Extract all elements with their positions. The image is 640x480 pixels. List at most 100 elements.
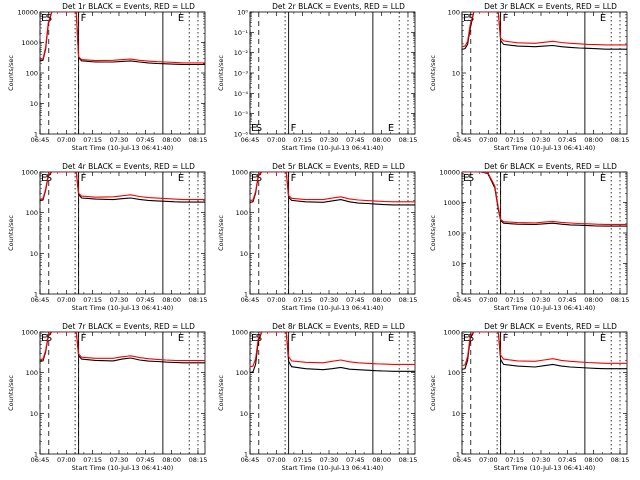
x-tick-label: 07:15	[83, 136, 102, 144]
x-tick-label: 07:00	[479, 456, 498, 464]
x-tick-label: 08:00	[162, 296, 181, 304]
marker-label-f: F	[291, 333, 297, 344]
plot-frame	[461, 11, 628, 135]
y-tick-label: 10	[30, 410, 38, 418]
marker-label-s: S	[46, 13, 52, 24]
x-tick-label: 08:15	[611, 456, 630, 464]
x-tick-label: 08:15	[189, 456, 208, 464]
x-tick-label: 07:15	[83, 296, 102, 304]
marker-label-e: E	[463, 13, 469, 24]
x-axis-label: Start Time (10-Jul-13 06:41:40)	[282, 304, 384, 312]
x-tick-label: 07:00	[479, 136, 498, 144]
marker-label-s: S	[46, 173, 52, 184]
detector-panel-1: Det 1r BLACK = Events, RED = LLD 1 10 100 10…	[7, 2, 207, 152]
x-tick-label: 06:45	[453, 456, 472, 464]
marker-label-e: E	[178, 333, 184, 344]
y-tick-label: 10	[30, 100, 38, 108]
detector-panel-7: Det 7r BLACK = Events, RED = LLD 1 10 100 10…	[7, 322, 207, 472]
y-tick-label: 10⁻³	[234, 70, 249, 78]
x-tick-label: 07:00	[57, 136, 76, 144]
x-tick-label: 07:45	[346, 136, 365, 144]
x-tick-label: 08:15	[611, 136, 630, 144]
y-tick-label: 100	[26, 369, 38, 377]
plot-frame	[249, 331, 416, 455]
x-tick-label: 07:15	[505, 296, 524, 304]
x-tick-label: 07:15	[293, 136, 312, 144]
panel-title: Det 3r BLACK = Events, RED = LLD	[484, 2, 617, 11]
plot-frame	[249, 171, 416, 295]
y-tick-label: 10⁻²	[234, 49, 249, 57]
y-tick-label: 10⁰	[237, 9, 248, 17]
panel-title: Det 7r BLACK = Events, RED = LLD	[62, 322, 195, 331]
panel-title: Det 8r BLACK = Events, RED = LLD	[272, 322, 405, 331]
series-line-lld	[462, 12, 627, 48]
marker-label-e: E	[463, 333, 469, 344]
x-tick-label: 08:15	[189, 296, 208, 304]
plot-frame	[39, 171, 206, 295]
marker-label-e: E	[251, 173, 257, 184]
x-tick-label: 06:45	[241, 456, 260, 464]
x-tick-label: 07:15	[293, 456, 312, 464]
marker-label-e: E	[41, 173, 47, 184]
y-tick-label: 10	[240, 410, 248, 418]
y-axis-label: Counts/sec	[217, 215, 225, 251]
x-tick-label: 07:30	[532, 136, 551, 144]
x-axis-label: Start Time (10-Jul-13 06:41:40)	[494, 144, 596, 152]
panel-title: Det 6r BLACK = Events, RED = LLD	[484, 162, 617, 171]
x-tick-label: 07:30	[110, 456, 129, 464]
x-tick-label: 07:00	[267, 456, 286, 464]
x-tick-label: 07:30	[320, 296, 339, 304]
y-tick-label: 1	[34, 451, 38, 459]
x-tick-label: 08:00	[372, 296, 391, 304]
x-tick-label: 07:00	[57, 456, 76, 464]
x-tick-label: 07:30	[532, 296, 551, 304]
x-axis-label: Start Time (10-Jul-13 06:41:40)	[494, 304, 596, 312]
marker-label-e: E	[251, 123, 257, 134]
marker-label-f: F	[291, 123, 297, 134]
marker-label-s: S	[256, 173, 262, 184]
y-tick-label: 10⁻⁴	[234, 90, 249, 98]
x-axis-label: Start Time (10-Jul-13 06:41:40)	[494, 464, 596, 472]
x-tick-label: 08:15	[611, 296, 630, 304]
x-axis-label: Start Time (10-Jul-13 06:41:40)	[282, 464, 384, 472]
detector-panel-6: Det 6r BLACK = Events, RED = LLD 1 10 100 10…	[429, 162, 629, 312]
series-line-events	[462, 172, 627, 227]
x-tick-label: 07:30	[320, 136, 339, 144]
y-tick-label: 100	[448, 230, 460, 238]
x-tick-label: 06:45	[31, 456, 50, 464]
plot-frame	[461, 171, 628, 295]
marker-label-e: E	[41, 333, 47, 344]
y-axis-label: Counts/sec	[7, 375, 15, 411]
x-axis-label: Start Time (10-Jul-13 06:41:40)	[72, 144, 174, 152]
y-tick-label: 1000	[21, 329, 38, 337]
marker-label-f: F	[81, 13, 87, 24]
x-tick-label: 07:15	[505, 136, 524, 144]
panel-title: Det 9r BLACK = Events, RED = LLD	[484, 322, 617, 331]
x-tick-label: 07:45	[346, 456, 365, 464]
x-tick-label: 08:15	[189, 136, 208, 144]
y-tick-label: 100	[236, 369, 248, 377]
detector-panel-4: Det 4r BLACK = Events, RED = LLD 1 10 100 10…	[7, 162, 207, 312]
series-line-lld	[462, 332, 627, 367]
x-tick-label: 07:45	[558, 296, 577, 304]
y-tick-label: 1000	[443, 199, 460, 207]
marker-label-s: S	[468, 13, 474, 24]
y-tick-label: 10	[452, 260, 460, 268]
x-tick-label: 07:30	[110, 296, 129, 304]
y-tick-label: 100	[26, 70, 38, 78]
x-tick-label: 08:00	[162, 456, 181, 464]
y-tick-label: 1	[34, 291, 38, 299]
y-axis-label: Counts/sec	[7, 55, 15, 91]
marker-label-e: E	[251, 333, 257, 344]
x-tick-label: 07:15	[83, 456, 102, 464]
series-line-lld	[462, 172, 627, 225]
marker-label-e: E	[463, 173, 469, 184]
x-tick-label: 07:45	[558, 456, 577, 464]
x-tick-label: 06:45	[31, 136, 50, 144]
x-tick-label: 07:00	[267, 136, 286, 144]
detector-panel-2: Det 2r BLACK = Events, RED = LLD 10⁻⁶ 10⁻⁵…	[217, 2, 417, 152]
marker-label-e: E	[41, 13, 47, 24]
x-tick-label: 08:15	[399, 456, 418, 464]
marker-label-e: E	[178, 13, 184, 24]
